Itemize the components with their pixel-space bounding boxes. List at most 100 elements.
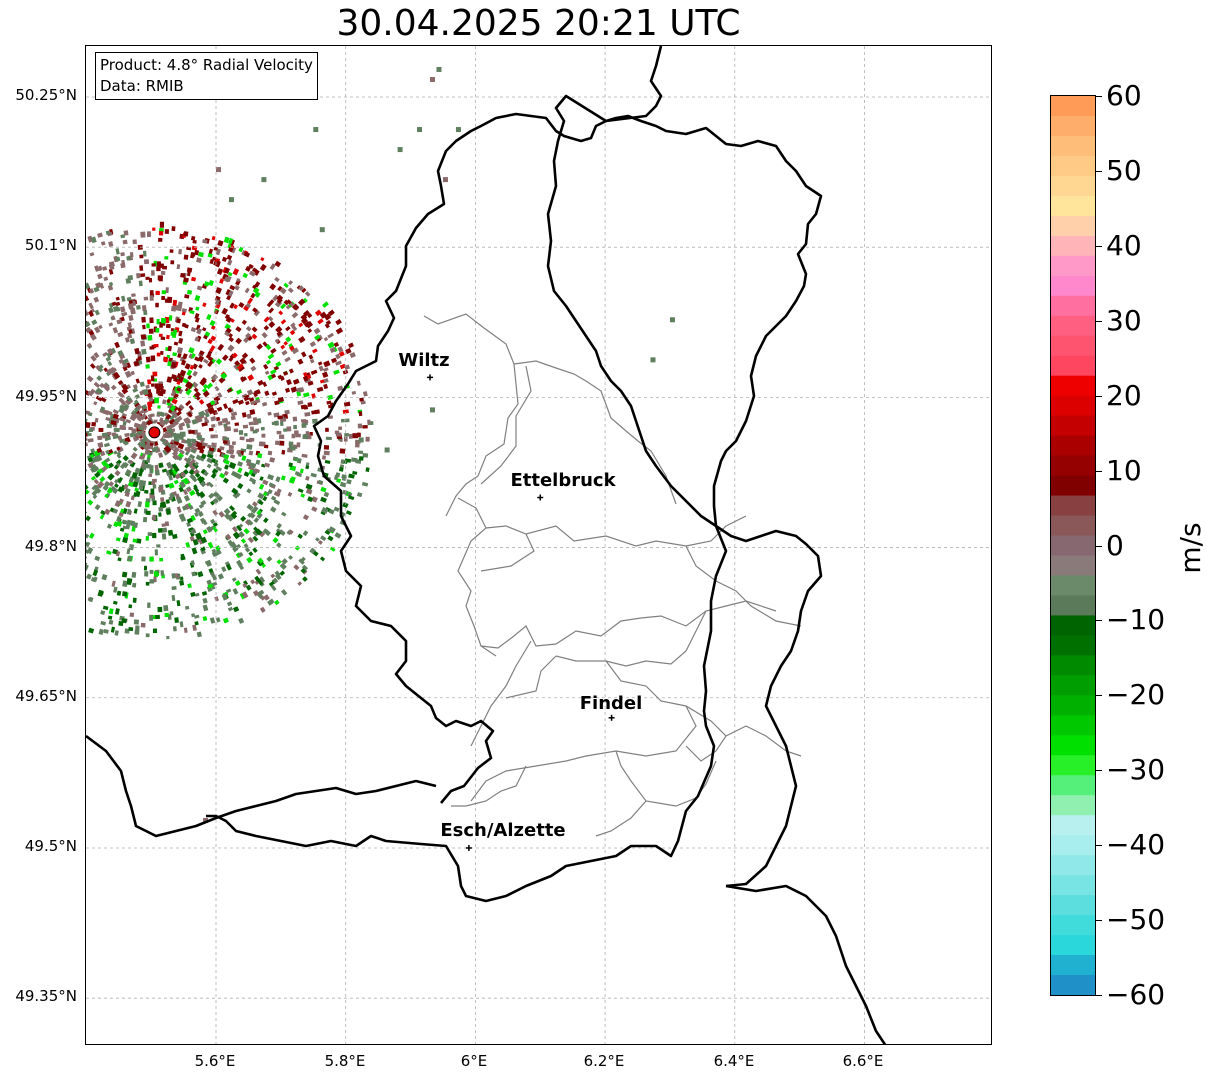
radar-echo xyxy=(156,544,161,548)
radar-echo xyxy=(321,455,327,460)
radar-echo xyxy=(130,370,135,376)
radar-echo xyxy=(244,287,250,294)
radar-echo xyxy=(201,422,208,427)
radar-echo xyxy=(230,411,238,417)
radar-echo xyxy=(171,573,176,579)
radar-echo xyxy=(233,364,239,371)
radar-echo xyxy=(209,319,216,327)
canton-boundary xyxy=(595,800,647,837)
radar-echo xyxy=(273,491,281,498)
radar-echo xyxy=(231,577,237,582)
radar-echo xyxy=(138,280,143,287)
radar-echo xyxy=(223,403,229,410)
radar-echo xyxy=(195,324,201,331)
radar-echo xyxy=(275,530,282,537)
radar-echo xyxy=(343,401,351,407)
radar-echo xyxy=(255,528,263,536)
radar-echo xyxy=(169,249,174,253)
radar-echo xyxy=(150,375,155,382)
radar-echo xyxy=(234,532,240,537)
radar-echo xyxy=(310,369,318,375)
radar-echo xyxy=(276,294,284,302)
radar-echo xyxy=(225,316,232,323)
radar-echo xyxy=(188,405,194,411)
graticule xyxy=(86,46,991,1044)
radar-echo xyxy=(196,257,202,263)
radar-echo xyxy=(115,256,121,262)
radar-echo xyxy=(192,624,197,631)
radar-echo xyxy=(204,560,210,565)
radar-echo xyxy=(90,453,95,459)
radar-echo xyxy=(323,313,332,321)
radar-echo xyxy=(240,515,247,522)
radar-echo xyxy=(93,352,100,359)
colorbar-step xyxy=(1051,495,1095,517)
radar-echo xyxy=(288,280,293,286)
radar-echo xyxy=(186,270,191,277)
radar-echo xyxy=(96,480,105,489)
colorbar-tick xyxy=(1095,96,1102,97)
radar-echo xyxy=(234,422,240,427)
colorbar-step xyxy=(1051,275,1095,297)
radar-echo xyxy=(213,246,219,251)
radar-echo xyxy=(323,360,331,368)
radar-echo xyxy=(228,333,234,338)
radar-echo xyxy=(324,323,330,329)
radar-echo xyxy=(128,329,133,334)
colorbar-step xyxy=(1051,115,1095,137)
radar-echo xyxy=(131,293,136,298)
radar-echo xyxy=(324,460,331,464)
radar-echo xyxy=(152,628,158,634)
radar-echo xyxy=(335,327,344,335)
radar-echo xyxy=(233,428,239,433)
radar-echo xyxy=(174,617,179,624)
radar-echo xyxy=(202,387,208,394)
radar-echo xyxy=(168,468,174,473)
radar-echo xyxy=(90,333,97,341)
radar-echo xyxy=(106,423,112,429)
lon-label: 6.2°E xyxy=(583,1052,625,1070)
radar-echo xyxy=(202,604,209,612)
radar-echo xyxy=(273,499,281,506)
radar-echo xyxy=(251,326,258,333)
radar-map[interactable] xyxy=(85,45,992,1045)
radar-echo xyxy=(211,423,216,428)
radar-echo xyxy=(455,127,461,133)
radar-echo xyxy=(257,492,265,500)
radar-echo xyxy=(245,266,251,272)
radar-echo xyxy=(307,328,313,334)
radar-echo xyxy=(311,393,316,399)
radar-echo xyxy=(275,440,281,446)
radar-echo xyxy=(88,596,94,603)
radar-echo xyxy=(188,453,196,460)
radar-echo xyxy=(297,488,304,493)
colorbar-tick xyxy=(1095,320,1102,322)
radar-echo xyxy=(159,557,164,562)
radar-echo xyxy=(227,407,233,413)
radar-echo xyxy=(215,416,221,422)
radar-echo xyxy=(252,391,258,398)
radar-echo xyxy=(92,494,98,500)
radar-echo xyxy=(217,240,224,247)
radar-echo xyxy=(266,556,273,562)
radar-echo xyxy=(122,525,128,530)
radar-echo xyxy=(138,455,144,460)
radar-echo xyxy=(278,310,284,316)
radar-echo xyxy=(98,427,104,432)
radar-echo xyxy=(123,440,129,446)
radar-echo xyxy=(167,402,174,410)
radar-echo xyxy=(93,401,98,406)
radar-echo xyxy=(307,313,313,319)
radar-echo xyxy=(279,287,287,295)
radar-echo xyxy=(159,221,165,228)
radar-echo xyxy=(253,421,259,426)
radar-echo xyxy=(232,606,240,613)
radar-echo xyxy=(176,387,182,392)
radar-echo xyxy=(193,614,200,619)
radar-echo xyxy=(123,483,129,490)
radar-echo xyxy=(275,361,282,368)
radar-echo xyxy=(102,383,111,391)
radar-echo xyxy=(283,299,290,306)
radar-echo xyxy=(118,511,124,518)
radar-echo xyxy=(94,555,101,562)
